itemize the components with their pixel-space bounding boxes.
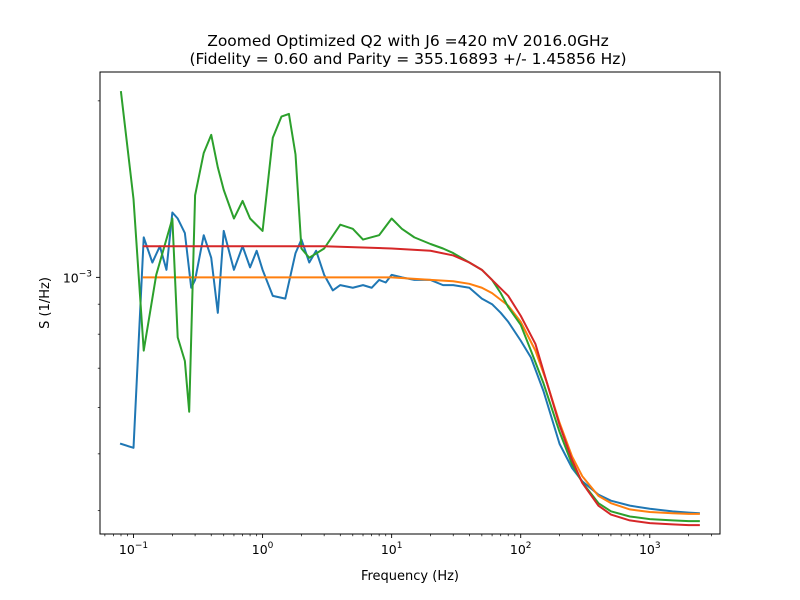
ticks-layer: 10−1 100 101 102 103 10−3 <box>63 100 712 557</box>
y-tick-label: 10−3 <box>63 269 92 285</box>
x-axis-label: Frequency (Hz) <box>361 569 459 584</box>
series-line-4 <box>142 245 700 527</box>
series-line-3 <box>119 90 700 523</box>
x-tick-label: 100 <box>252 541 274 557</box>
x-tick-label: 101 <box>381 541 403 557</box>
x-tick-label: 103 <box>639 541 661 557</box>
y-axis-label: S (1/Hz) <box>38 277 53 329</box>
axes-frame <box>99 71 721 535</box>
chart-title-line-2: (Fidelity = 0.60 and Parity = 355.16893 … <box>189 50 626 68</box>
x-tick-label: 102 <box>510 541 532 557</box>
series-line-1 <box>119 211 700 515</box>
chart-title: Zoomed Optimized Q2 with J6 =420 mV 2016… <box>189 32 626 68</box>
series-line-2 <box>142 276 700 515</box>
series-layer <box>119 90 700 527</box>
x-tick-label: 10−1 <box>119 541 148 557</box>
chart-title-line-1: Zoomed Optimized Q2 with J6 =420 mV 2016… <box>207 32 609 50</box>
